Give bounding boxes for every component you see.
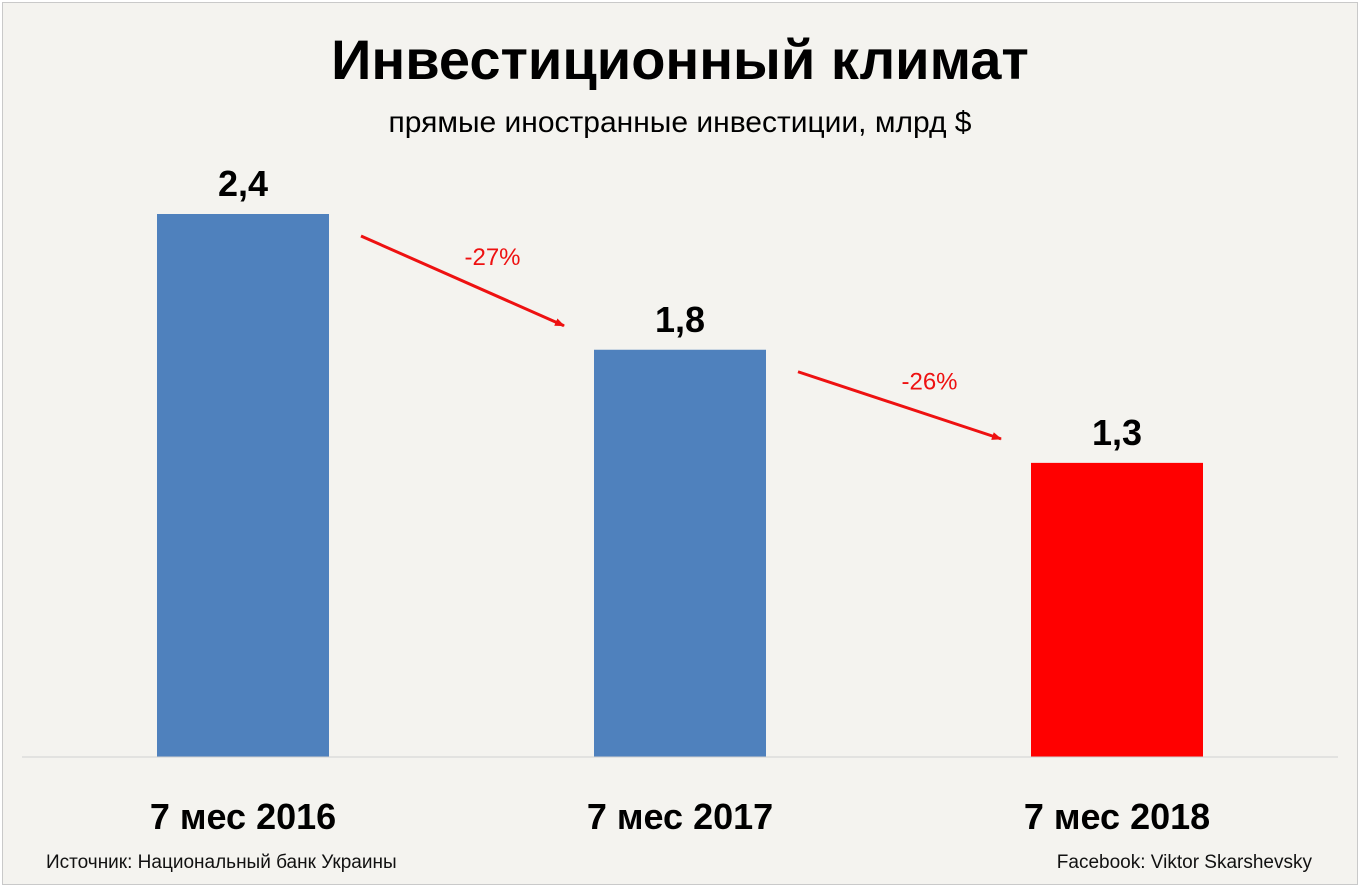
chart-title: Инвестиционный климат	[331, 28, 1029, 91]
credit-note: Facebook: Viktor Skarshevsky	[1056, 852, 1312, 873]
category-label-2: 7 мес 2017	[587, 796, 773, 837]
value-label-1: 2,4	[218, 163, 268, 204]
value-label-2: 1,8	[655, 299, 705, 340]
category-label-1: 7 мес 2016	[150, 796, 336, 837]
bar-2	[594, 349, 766, 757]
bar-3	[1031, 462, 1203, 757]
change-label-2: -26%	[901, 368, 957, 395]
source-note: Источник: Национальный банк Украины	[46, 852, 397, 873]
bar-1	[157, 214, 329, 757]
change-label-1: -27%	[464, 244, 520, 271]
chart-subtitle: прямые иностранные инвестиции, млрд $	[388, 106, 972, 139]
change-arrow-1	[360, 234, 565, 328]
category-label-3: 7 мес 2018	[1024, 796, 1210, 837]
value-label-3: 1,3	[1092, 412, 1142, 453]
change-arrow-2	[797, 370, 1002, 441]
